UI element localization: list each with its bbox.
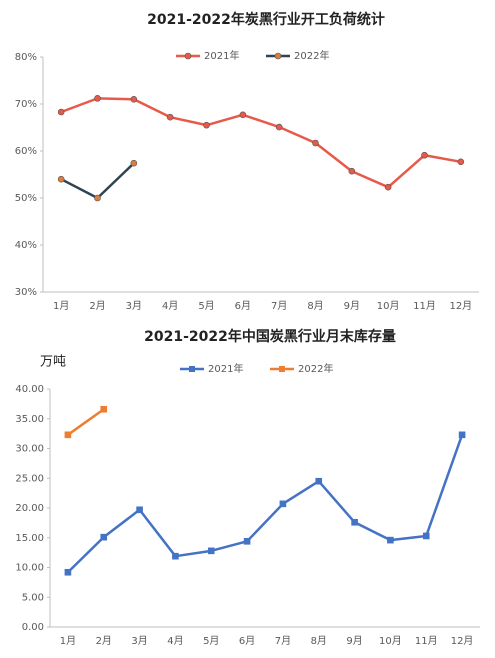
x-tick-label: 1月 [60,635,76,647]
x-tick-label: 7月 [271,300,287,312]
x-tick-label: 5月 [198,300,214,312]
y-tick-label: 40% [15,240,37,251]
y-tick-label: 80% [15,52,37,63]
y-tick-label: 5.00 [22,592,44,603]
marker [275,123,283,131]
marker [279,500,287,508]
y-tick-label: 15.00 [15,533,44,544]
legend-marker [184,52,192,60]
marker [315,477,323,485]
x-tick-label: 2月 [96,635,112,647]
x-tick-label: 6月 [239,635,255,647]
x-tick-label: 8月 [311,635,327,647]
y-tick-label: 30.00 [15,444,44,455]
marker [239,111,247,119]
legend-label: 2022年 [298,362,333,375]
chart-title: 2021-2022年炭黑行业开工负荷统计 [147,11,385,28]
y-tick-label: 60% [15,146,37,157]
x-tick-label: 10月 [379,635,402,647]
marker [100,405,108,413]
marker [458,431,466,439]
marker [422,532,430,540]
y-tick-label: 35.00 [15,414,44,425]
marker [57,175,65,183]
marker [136,506,143,514]
legend-marker [279,366,285,372]
y-tick-label: 25.00 [15,473,44,484]
x-tick-label: 2月 [89,300,105,312]
marker [312,139,319,147]
x-tick-label: 11月 [415,635,438,647]
x-tick-label: 5月 [203,635,219,647]
y-axis-label: 万吨 [40,355,66,370]
series-line [60,97,462,189]
legend-marker [189,366,195,372]
y-tick-label: 10.00 [15,563,44,574]
legend-marker [274,52,282,60]
legend-label: 2021年 [208,362,243,375]
marker [203,121,210,129]
marker [172,552,179,560]
marker [457,158,465,166]
marker [166,113,174,121]
x-tick-label: 3月 [126,300,142,312]
x-tick-label: 12月 [451,635,474,647]
x-tick-label: 7月 [275,635,291,647]
marker [351,518,358,526]
x-tick-label: 4月 [167,635,183,647]
x-tick-label: 12月 [449,300,472,312]
marker [387,536,394,544]
y-tick-label: 70% [15,99,37,110]
legend-label: 2022年 [294,49,329,62]
marker [130,96,138,103]
marker [94,194,101,202]
marker [57,108,65,116]
x-tick-label: 3月 [131,635,147,647]
series-line [67,434,464,574]
series-line [67,408,105,436]
series-line [60,162,135,200]
marker [100,533,108,541]
x-tick-label: 6月 [235,300,251,312]
marker [207,547,215,555]
marker [421,151,428,159]
x-tick-label: 11月 [413,300,436,312]
y-tick-label: 40.00 [15,384,44,395]
y-tick-label: 20.00 [15,503,44,514]
marker [243,538,251,545]
x-tick-label: 9月 [344,300,360,312]
x-tick-label: 10月 [377,300,400,312]
x-tick-label: 4月 [162,300,178,312]
x-tick-label: 9月 [346,635,362,647]
marker [64,568,72,576]
x-tick-label: 1月 [53,300,69,312]
marker [130,159,138,167]
y-tick-label: 50% [15,193,37,204]
chart-title: 2021-2022年中国炭黑行业月末库存量 [144,328,396,345]
marker [94,95,101,102]
marker [384,183,392,191]
y-tick-label: 0.00 [22,622,44,633]
y-tick-label: 30% [15,287,37,298]
marker [64,431,72,439]
x-tick-label: 8月 [307,300,323,312]
marker [348,167,356,175]
legend-label: 2021年 [204,49,239,62]
